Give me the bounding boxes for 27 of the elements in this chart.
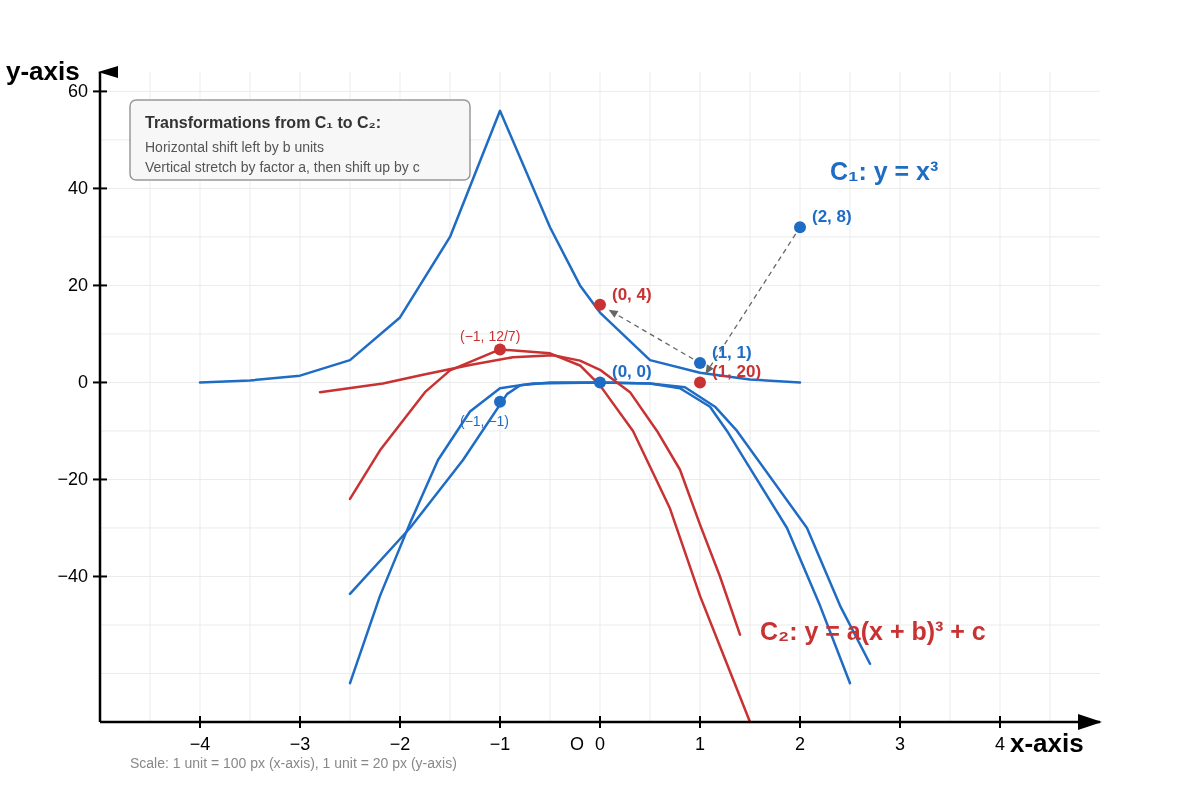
x-tick-label: 3 bbox=[894, 734, 906, 754]
annotation: Horizontal shift left by b units bbox=[145, 139, 324, 155]
x-tick-label: 1 bbox=[694, 734, 706, 754]
y-tick-label: −20 bbox=[57, 469, 88, 490]
x-axis-title: x-axis bbox=[1010, 728, 1084, 758]
text: Scale: 1 unit = 100 px (x-axis), 1 unit = 20 px (y-axis) bbox=[130, 755, 457, 771]
x-tick-label: −1 bbox=[489, 734, 511, 754]
x-tick-label: −2 bbox=[389, 734, 411, 754]
data-label: (1, 1) bbox=[712, 343, 752, 363]
x-tick-label: 2 bbox=[794, 734, 806, 754]
y-tick-label: −40 bbox=[57, 566, 88, 587]
y-tick-label: 20 bbox=[67, 275, 88, 296]
data-label: (0, 0) bbox=[612, 362, 652, 382]
data-label: (0, 4) bbox=[612, 284, 652, 304]
annotation: C₁: y = x³ bbox=[830, 157, 939, 185]
data-label: (−1, 12/7) bbox=[460, 328, 521, 345]
x-tick-label: −3 bbox=[289, 734, 311, 754]
y-tick-label: 0 bbox=[77, 372, 88, 393]
text: O bbox=[569, 734, 584, 754]
x-tick-label: 0 bbox=[594, 734, 606, 754]
x-tick-label: 4 bbox=[994, 734, 1006, 754]
annotation: Vertical stretch by factor a, then shift up by c bbox=[145, 159, 420, 175]
y-tick-label: 40 bbox=[67, 178, 88, 199]
annotation: Transformations from C₁ to C₂: bbox=[145, 114, 381, 131]
data-label: (2, 8) bbox=[812, 207, 852, 227]
x-tick-label: −4 bbox=[189, 734, 211, 754]
note-box: Transformations from C₁ to C₂: Horizontal shift left by b units Vertical stretch by factor a, then shift up by c bbox=[129, 99, 471, 181]
